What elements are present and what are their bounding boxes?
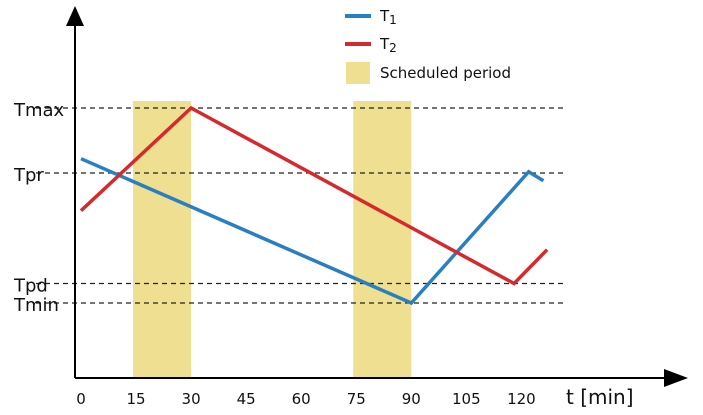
x-tick-label: 105 xyxy=(452,390,481,408)
legend-label-scheduled-period: Scheduled period xyxy=(380,64,511,82)
x-tick-label: 15 xyxy=(127,390,146,408)
legend-label-subscript: 2 xyxy=(389,41,397,55)
x-tick-label: 60 xyxy=(292,390,311,408)
series-line-t1 xyxy=(80,157,545,306)
series-lines xyxy=(79,105,549,306)
y-axis-arrow-icon xyxy=(66,6,84,26)
legend-swatch-scheduled-period xyxy=(346,62,370,84)
level-label-tpr: Tpr xyxy=(13,165,44,186)
legend-label-t1: T1 xyxy=(379,7,397,27)
x-tick-label: 0 xyxy=(76,390,86,408)
x-axis-label: t [min] xyxy=(566,385,634,409)
x-tick-label: 75 xyxy=(347,390,366,408)
x-tick-labels: 0 15 30 45 60 75 90 105 120 xyxy=(76,390,535,408)
x-axis-arrow-icon xyxy=(664,369,688,387)
level-label-tmax: Tmax xyxy=(13,100,65,121)
x-tick-label: 30 xyxy=(182,390,201,408)
x-tick-label: 45 xyxy=(237,390,256,408)
scheduled-periods xyxy=(133,101,412,378)
axes xyxy=(66,6,688,387)
x-tick-label: 90 xyxy=(402,390,421,408)
x-tick-label: 120 xyxy=(507,390,536,408)
level-label-tmin: Tmin xyxy=(13,295,59,316)
series-line-t2 xyxy=(79,105,549,286)
scheduled-period-band xyxy=(353,101,412,378)
legend-label-main: T xyxy=(379,35,390,53)
level-label-tpd: Tpd xyxy=(13,276,48,297)
legend-label-main: T xyxy=(379,7,390,25)
legend-label-t2: T2 xyxy=(379,35,397,55)
legend-label-subscript: 1 xyxy=(389,13,397,27)
scheduled-period-band xyxy=(133,101,192,378)
